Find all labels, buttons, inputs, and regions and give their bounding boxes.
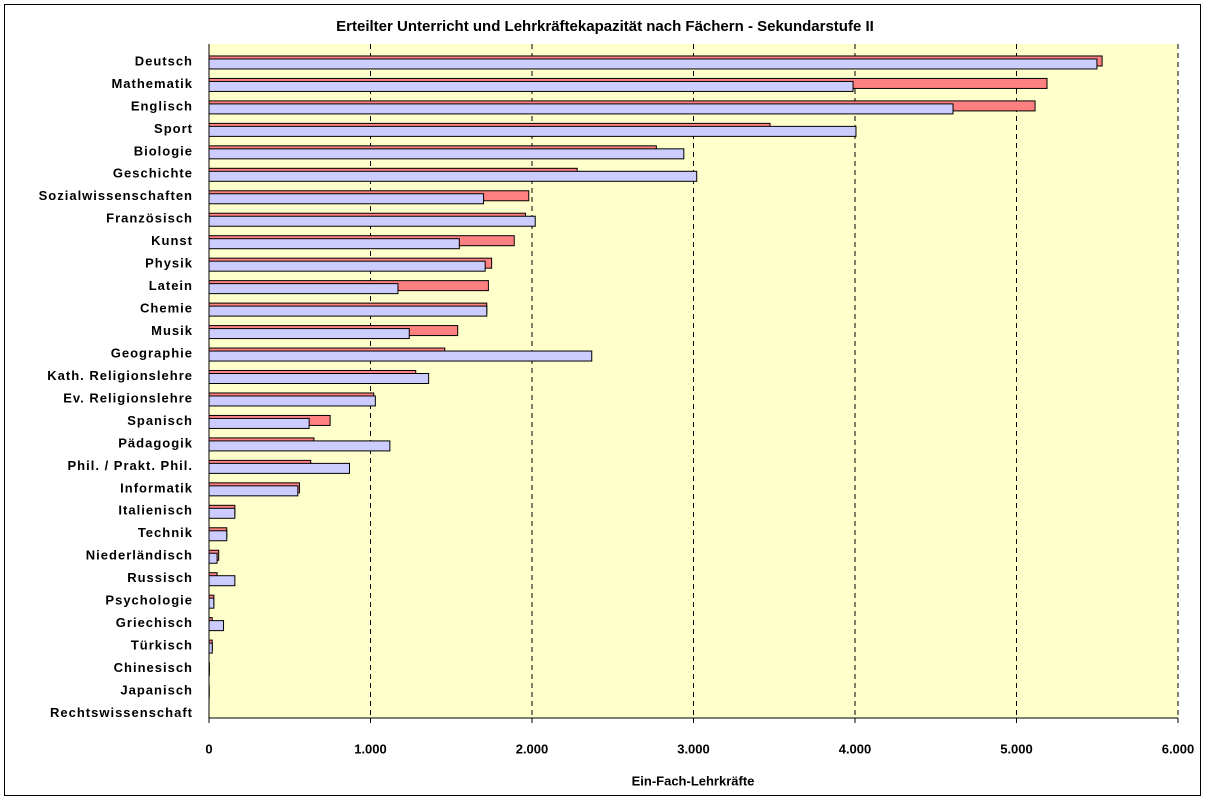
bar	[208, 215, 536, 227]
x-tick-label: 1.000	[354, 741, 387, 756]
y-tick-label: Chemie	[140, 301, 193, 316]
x-tick-label: 3.000	[677, 741, 710, 756]
y-tick-label: Sport	[154, 121, 193, 136]
bar	[208, 417, 310, 429]
y-tick-label: Russisch	[127, 570, 193, 585]
x-tick-label: 5.000	[1000, 741, 1033, 756]
y-tick-label: Chinesisch	[114, 660, 193, 675]
bar	[208, 170, 698, 182]
y-tick-label: Phil. / Prakt. Phil.	[68, 458, 193, 473]
bar	[208, 440, 391, 452]
y-tick-label: Technik	[138, 525, 193, 540]
bar	[208, 103, 954, 115]
bar	[208, 395, 376, 407]
bar	[208, 552, 218, 564]
y-tick-label: Informatik	[120, 480, 193, 495]
y-tick-label: Physik	[145, 256, 193, 271]
y-tick-label: Türkisch	[131, 638, 193, 653]
y-tick-label: Mathematik	[111, 76, 193, 91]
bar	[208, 530, 228, 542]
bar	[208, 462, 351, 474]
bar	[208, 373, 430, 385]
bar	[208, 193, 485, 205]
bar	[208, 350, 593, 362]
x-axis-label: Ein-Fach-Lehrkräfte	[632, 773, 755, 788]
bar	[208, 575, 236, 587]
y-tick-label: Ev. Religionslehre	[63, 390, 193, 405]
y-tick-label: Griechisch	[116, 615, 193, 630]
y-tick-label: Kunst	[151, 233, 193, 248]
y-tick-label: Geschichte	[113, 166, 193, 181]
y-tick-label: Geographie	[111, 345, 193, 360]
bar	[208, 620, 225, 632]
bar	[208, 328, 410, 340]
x-tick-label: 0	[205, 741, 212, 756]
x-tick-label: 6.000	[1162, 741, 1195, 756]
bar	[208, 260, 486, 272]
y-tick-label: Französisch	[106, 211, 193, 226]
bar	[208, 597, 215, 609]
y-tick-label: Sozialwissenschaften	[39, 188, 193, 203]
bar	[208, 80, 854, 92]
y-tick-label: Spanisch	[127, 413, 193, 428]
bar	[208, 507, 236, 519]
bar	[208, 58, 1098, 70]
y-tick-label: Musik	[151, 323, 193, 338]
bar	[208, 125, 857, 137]
chart-title: Erteilter Unterricht und Lehrkräftekapaz…	[336, 18, 874, 35]
y-tick-label: Deutsch	[135, 53, 193, 68]
bar	[208, 485, 299, 497]
bar	[208, 238, 460, 250]
x-tick-label: 4.000	[839, 741, 872, 756]
y-tick-label: Rechtswissenschaft	[50, 705, 193, 720]
bar	[208, 283, 399, 295]
bar	[208, 305, 488, 317]
y-tick-label: Latein	[149, 278, 193, 293]
bar	[208, 148, 685, 160]
y-tick-label: Japanisch	[120, 682, 193, 697]
y-tick-label: Englisch	[131, 98, 193, 113]
x-tick-label: 2.000	[516, 741, 549, 756]
y-tick-label: Pädagogik	[118, 435, 193, 450]
y-tick-label: Psychologie	[105, 593, 193, 608]
y-tick-label: Niederländisch	[86, 548, 193, 563]
y-tick-label: Italienisch	[118, 503, 193, 518]
y-tick-label: Biologie	[134, 143, 193, 158]
y-tick-label: Kath. Religionslehre	[47, 368, 193, 383]
